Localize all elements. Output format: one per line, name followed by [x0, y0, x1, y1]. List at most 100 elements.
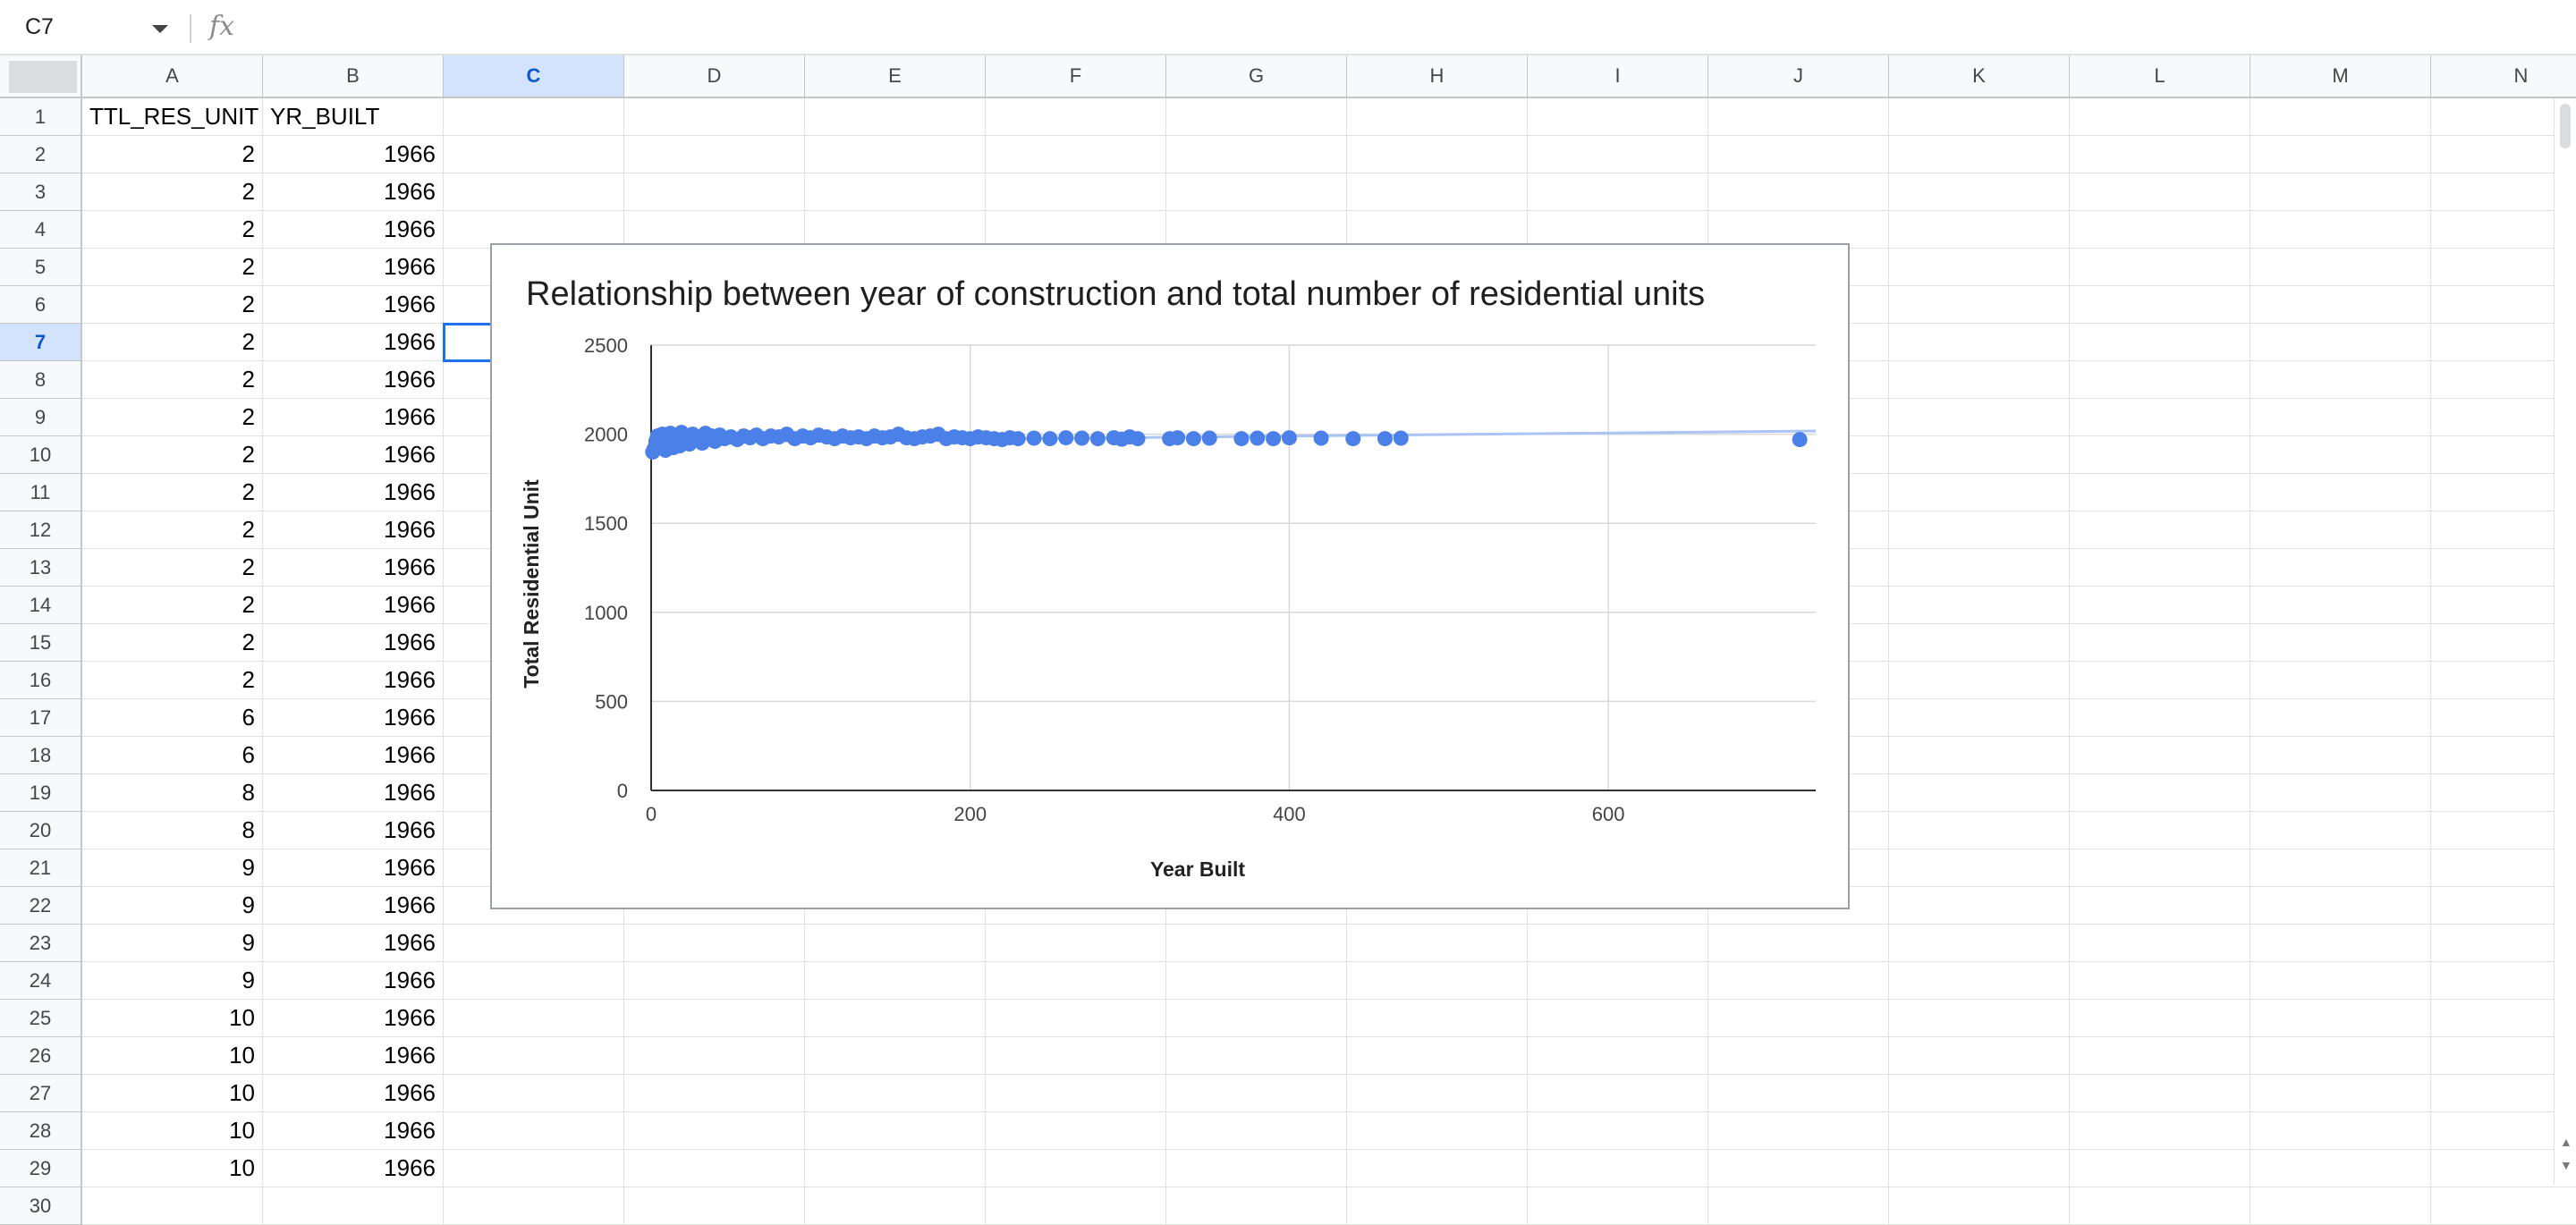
cell-m27[interactable] [2250, 1075, 2431, 1112]
cell-b21[interactable]: 1966 [263, 849, 444, 887]
cell-f2[interactable] [986, 136, 1166, 173]
cell-l4[interactable] [2070, 211, 2250, 249]
cell-j25[interactable] [1708, 1000, 1889, 1037]
cell-d27[interactable] [624, 1075, 805, 1112]
cell-l2[interactable] [2070, 136, 2250, 173]
cell-k14[interactable] [1889, 587, 2070, 624]
row-header-2[interactable]: 2 [0, 136, 82, 173]
cell-a26[interactable]: 10 [82, 1037, 263, 1075]
cell-g29[interactable] [1166, 1150, 1347, 1187]
cell-k13[interactable] [1889, 549, 2070, 587]
column-header-e[interactable]: E [805, 55, 986, 98]
cell-k4[interactable] [1889, 211, 2070, 249]
cell-n30[interactable] [2431, 1187, 2576, 1225]
cell-k20[interactable] [1889, 812, 2070, 849]
cell-k2[interactable] [1889, 136, 2070, 173]
cell-m22[interactable] [2250, 887, 2431, 925]
cell-l3[interactable] [2070, 173, 2250, 211]
cell-d30[interactable] [624, 1187, 805, 1225]
cell-l27[interactable] [2070, 1075, 2250, 1112]
chevron-down-icon[interactable] [152, 25, 168, 33]
cell-e24[interactable] [805, 962, 986, 1000]
row-header-27[interactable]: 27 [0, 1075, 82, 1112]
cell-e23[interactable] [805, 925, 986, 962]
cell-n5[interactable] [2431, 249, 2576, 286]
cell-g28[interactable] [1166, 1112, 1347, 1150]
cell-k19[interactable] [1889, 774, 2070, 812]
column-header-i[interactable]: I [1528, 55, 1708, 98]
cell-n23[interactable] [2431, 925, 2576, 962]
cell-l13[interactable] [2070, 549, 2250, 587]
cell-k8[interactable] [1889, 361, 2070, 399]
cell-i27[interactable] [1528, 1075, 1708, 1112]
cell-f29[interactable] [986, 1150, 1166, 1187]
row-header-8[interactable]: 8 [0, 361, 82, 399]
cell-d24[interactable] [624, 962, 805, 1000]
cell-m18[interactable] [2250, 737, 2431, 774]
cell-j1[interactable] [1708, 98, 1889, 136]
cell-b5[interactable]: 1966 [263, 249, 444, 286]
cell-l21[interactable] [2070, 849, 2250, 887]
cell-a24[interactable]: 9 [82, 962, 263, 1000]
cell-n4[interactable] [2431, 211, 2576, 249]
cell-c3[interactable] [444, 173, 624, 211]
cell-n14[interactable] [2431, 587, 2576, 624]
cell-d2[interactable] [624, 136, 805, 173]
row-header-12[interactable]: 12 [0, 511, 82, 549]
cell-l10[interactable] [2070, 436, 2250, 474]
cell-l20[interactable] [2070, 812, 2250, 849]
cell-f23[interactable] [986, 925, 1166, 962]
cell-g3[interactable] [1166, 173, 1347, 211]
cell-n20[interactable] [2431, 812, 2576, 849]
cell-n16[interactable] [2431, 662, 2576, 699]
row-header-23[interactable]: 23 [0, 925, 82, 962]
cell-i29[interactable] [1528, 1150, 1708, 1187]
cell-m11[interactable] [2250, 474, 2431, 511]
cell-h27[interactable] [1347, 1075, 1528, 1112]
cell-n10[interactable] [2431, 436, 2576, 474]
cell-n11[interactable] [2431, 474, 2576, 511]
row-header-16[interactable]: 16 [0, 662, 82, 699]
cell-m17[interactable] [2250, 699, 2431, 737]
cell-a30[interactable] [82, 1187, 263, 1225]
cell-i30[interactable] [1528, 1187, 1708, 1225]
cell-c23[interactable] [444, 925, 624, 962]
cell-h23[interactable] [1347, 925, 1528, 962]
cell-h24[interactable] [1347, 962, 1528, 1000]
vertical-scrollbar[interactable]: ▲ ▼ [2554, 98, 2576, 1185]
cell-k23[interactable] [1889, 925, 2070, 962]
row-header-3[interactable]: 3 [0, 173, 82, 211]
cell-b11[interactable]: 1966 [263, 474, 444, 511]
cell-d28[interactable] [624, 1112, 805, 1150]
cell-g30[interactable] [1166, 1187, 1347, 1225]
cell-n22[interactable] [2431, 887, 2576, 925]
cell-h30[interactable] [1347, 1187, 1528, 1225]
cell-a29[interactable]: 10 [82, 1150, 263, 1187]
cell-h25[interactable] [1347, 1000, 1528, 1037]
cell-m21[interactable] [2250, 849, 2431, 887]
cell-m26[interactable] [2250, 1037, 2431, 1075]
column-header-h[interactable]: H [1347, 55, 1528, 98]
cell-h1[interactable] [1347, 98, 1528, 136]
row-header-24[interactable]: 24 [0, 962, 82, 1000]
row-header-28[interactable]: 28 [0, 1112, 82, 1150]
cell-a20[interactable]: 8 [82, 812, 263, 849]
cell-b8[interactable]: 1966 [263, 361, 444, 399]
row-header-30[interactable]: 30 [0, 1187, 82, 1225]
cell-j29[interactable] [1708, 1150, 1889, 1187]
cell-c25[interactable] [444, 1000, 624, 1037]
cell-n24[interactable] [2431, 962, 2576, 1000]
cell-h3[interactable] [1347, 173, 1528, 211]
cell-b10[interactable]: 1966 [263, 436, 444, 474]
cell-l28[interactable] [2070, 1112, 2250, 1150]
cell-d29[interactable] [624, 1150, 805, 1187]
cell-b16[interactable]: 1966 [263, 662, 444, 699]
cell-l30[interactable] [2070, 1187, 2250, 1225]
column-header-k[interactable]: K [1889, 55, 2070, 98]
name-box-value[interactable]: C7 [25, 14, 54, 39]
row-header-11[interactable]: 11 [0, 474, 82, 511]
cell-e2[interactable] [805, 136, 986, 173]
cell-l6[interactable] [2070, 286, 2250, 324]
cell-k16[interactable] [1889, 662, 2070, 699]
cell-l19[interactable] [2070, 774, 2250, 812]
